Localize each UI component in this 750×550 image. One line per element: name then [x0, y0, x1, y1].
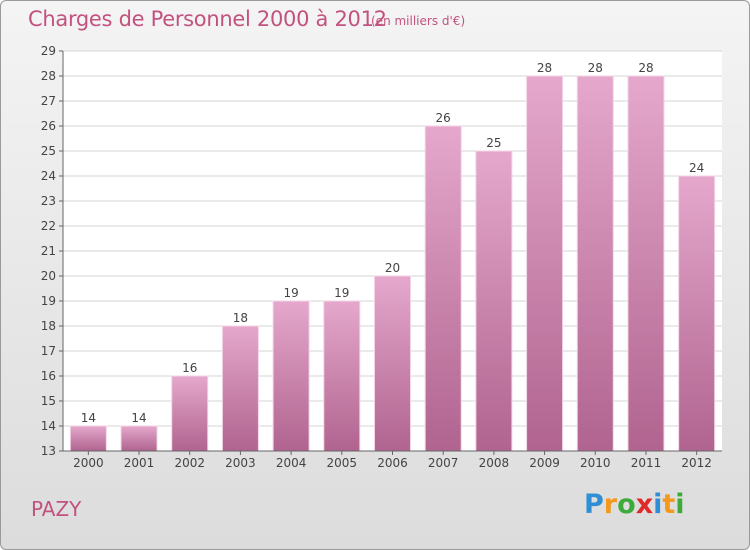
y-tick-label: 23: [41, 194, 56, 208]
y-tick-label: 25: [41, 144, 56, 158]
logo-letter: r: [603, 489, 618, 520]
logo-letter: o: [617, 489, 636, 520]
proxiti-logo: Proxiti: [584, 489, 685, 520]
y-tick-label: 21: [41, 244, 56, 258]
value-label-2005: 19: [334, 286, 349, 300]
x-tick-label-2007: 2007: [428, 456, 459, 470]
y-tick-label: 15: [41, 394, 56, 408]
x-tick-label-2004: 2004: [276, 456, 307, 470]
value-label-2006: 20: [385, 261, 400, 275]
logo-letter: P: [584, 489, 604, 520]
bar-2009: [526, 75, 564, 452]
bar-2000: [69, 425, 107, 452]
x-tick-label-2009: 2009: [529, 456, 560, 470]
y-tick-label: 29: [41, 44, 56, 58]
y-tick-label: 18: [41, 319, 56, 333]
value-label-2011: 28: [638, 61, 653, 75]
x-tick-label-2011: 2011: [631, 456, 662, 470]
y-tick-label: 26: [41, 119, 56, 133]
x-tick-label-2005: 2005: [327, 456, 358, 470]
bar-2010: [576, 75, 614, 452]
value-label-2012: 24: [689, 161, 704, 175]
chart-subtitle: (en milliers d'€): [371, 14, 466, 28]
value-label-2004: 19: [283, 286, 298, 300]
x-tick-label-2001: 2001: [124, 456, 155, 470]
bar-2005: [323, 300, 361, 452]
bar-2008: [475, 150, 513, 452]
bar-2012: [678, 175, 716, 452]
value-label-2009: 28: [537, 61, 552, 75]
logo-letter: x: [635, 489, 654, 520]
commune-name: PAZY: [31, 497, 82, 521]
value-label-2003: 18: [233, 311, 248, 325]
y-tick-label: 19: [41, 294, 56, 308]
y-tick-label: 13: [41, 444, 56, 458]
logo-letter: i: [675, 489, 685, 520]
value-label-2001: 14: [131, 411, 146, 425]
value-label-2000: 14: [81, 411, 96, 425]
y-tick-label: 28: [41, 69, 56, 83]
value-label-2007: 26: [436, 111, 451, 125]
x-tick-label-2002: 2002: [174, 456, 205, 470]
y-tick-label: 24: [41, 169, 56, 183]
x-tick-label-2010: 2010: [580, 456, 611, 470]
y-tick-label: 14: [41, 419, 56, 433]
x-tick-label-2003: 2003: [225, 456, 256, 470]
x-tick-label-2012: 2012: [681, 456, 712, 470]
value-label-2008: 25: [486, 136, 501, 150]
bar-2004: [272, 300, 310, 452]
bar-2011: [627, 75, 665, 452]
y-tick-label: 17: [41, 344, 56, 358]
bar-2006: [374, 275, 411, 452]
x-tick-label-2000: 2000: [73, 456, 104, 470]
logo-letter: i: [653, 489, 663, 520]
bar-2001: [120, 425, 158, 452]
y-tick-label: 16: [41, 369, 56, 383]
bar-2003: [221, 325, 259, 452]
bar-2002: [171, 375, 209, 452]
x-tick-label-2006: 2006: [377, 456, 408, 470]
x-tick-label-2008: 2008: [479, 456, 510, 470]
value-label-2002: 16: [182, 361, 197, 375]
value-label-2010: 28: [588, 61, 603, 75]
y-tick-label: 27: [41, 94, 56, 108]
logo-letter: t: [662, 489, 676, 520]
y-tick-label: 20: [41, 269, 56, 283]
y-tick-label: 22: [41, 219, 56, 233]
bar-2007: [424, 125, 462, 452]
chart-title: Charges de Personnel 2000 à 2012: [28, 7, 387, 31]
